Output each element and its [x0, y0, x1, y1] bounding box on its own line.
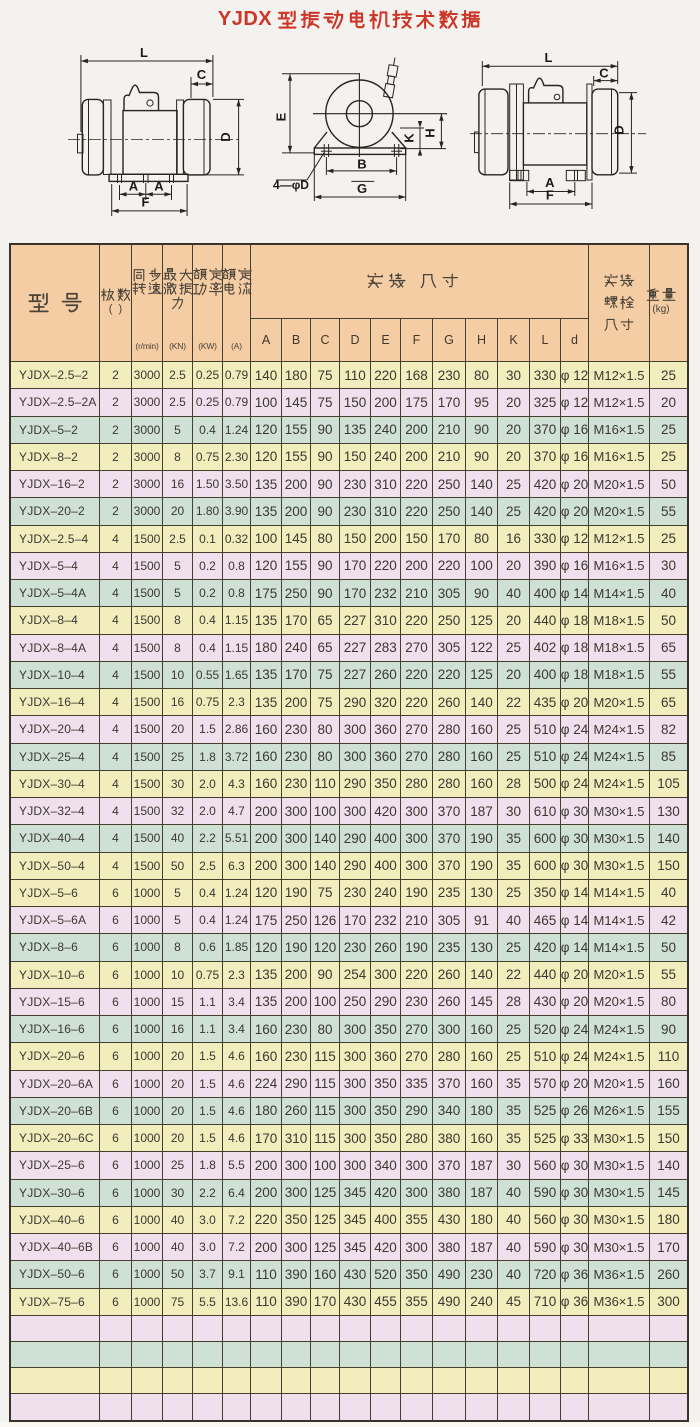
svg-text:F: F: [546, 188, 554, 203]
svg-text:A: A: [154, 179, 164, 194]
svg-text:D: D: [612, 125, 627, 134]
svg-text:C: C: [599, 66, 609, 81]
svg-text:A: A: [545, 175, 555, 190]
svg-text:F: F: [142, 195, 150, 210]
svg-text:4—φD: 4—φD: [273, 178, 309, 192]
svg-text:E: E: [274, 112, 289, 121]
svg-text:B: B: [357, 157, 366, 172]
svg-text:A: A: [129, 179, 139, 194]
svg-text:C: C: [197, 67, 207, 82]
svg-text:L: L: [140, 45, 148, 60]
svg-text:K: K: [402, 133, 417, 143]
svg-text:L: L: [545, 50, 553, 65]
svg-text:H: H: [423, 128, 438, 137]
svg-text:D: D: [218, 132, 233, 141]
svg-text:G: G: [357, 181, 367, 196]
